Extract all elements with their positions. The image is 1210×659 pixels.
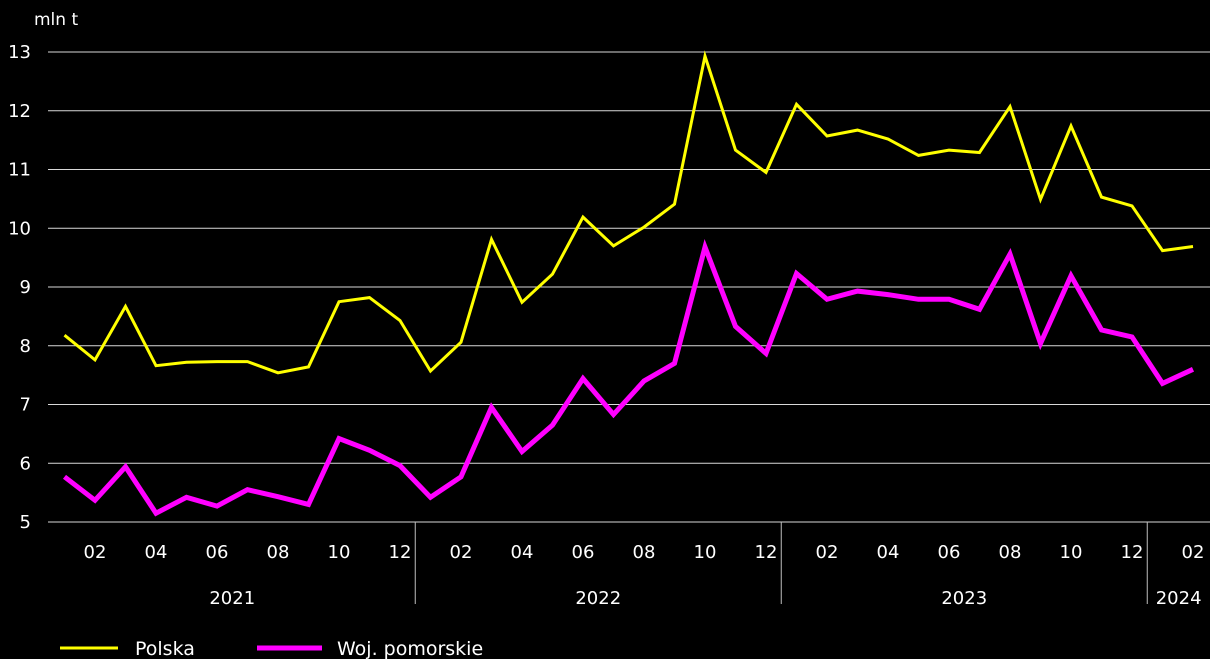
gridlines: [48, 51, 1210, 523]
series-line-polska: [63, 50, 1194, 375]
y-tick-label: 12: [8, 101, 31, 122]
x-tick-label: 10: [694, 542, 717, 563]
legend-label: Woj. pomorskie: [337, 638, 483, 659]
y-tick-label: 7: [20, 395, 31, 416]
y-axis-ticks: 5 6 7 8 9 10 11 12 13: [8, 42, 31, 533]
x-tick-label: 12: [389, 542, 412, 563]
y-tick-label: 5: [20, 512, 31, 533]
x-tick-label: 12: [1121, 542, 1144, 563]
legend-label: Polska: [135, 638, 195, 659]
x-axis: 02 04 06 08 10 12 02 04 06 08 10 12 02 04 06 08 10 12 02 20…: [84, 522, 1205, 609]
y-tick-label: 9: [20, 277, 31, 298]
y-tick-label: 6: [20, 453, 31, 474]
year-label: 2021: [209, 588, 255, 609]
y-tick-label: 11: [8, 160, 31, 181]
y-tick-label: 8: [20, 336, 31, 357]
x-tick-label: 02: [816, 542, 839, 563]
x-tick-label: 04: [877, 542, 900, 563]
year-label: 2024: [1156, 588, 1202, 609]
y-tick-label: 10: [8, 218, 31, 239]
x-tick-label: 08: [633, 542, 656, 563]
x-tick-label: 08: [267, 542, 290, 563]
x-tick-label: 12: [755, 542, 778, 563]
x-tick-label: 02: [84, 542, 107, 563]
x-tick-label: 02: [450, 542, 473, 563]
x-tick-label: 08: [999, 542, 1022, 563]
x-tick-label: 02: [1182, 542, 1205, 563]
y-tick-label: 13: [8, 42, 31, 63]
x-tick-label: 04: [145, 542, 168, 563]
year-label: 2023: [941, 588, 987, 609]
series-line-pomorskie: [62, 238, 1195, 517]
x-tick-label: 04: [511, 542, 534, 563]
y-axis-unit-label: mln t: [34, 10, 78, 30]
x-tick-label: 06: [572, 542, 595, 563]
series-lines: [62, 50, 1195, 517]
x-tick-label: 06: [206, 542, 229, 563]
year-label: 2022: [575, 588, 621, 609]
legend: Polska Woj. pomorskie: [60, 638, 483, 659]
x-tick-label: 10: [328, 542, 351, 563]
x-tick-label: 10: [1060, 542, 1083, 563]
x-tick-label: 06: [938, 542, 961, 563]
